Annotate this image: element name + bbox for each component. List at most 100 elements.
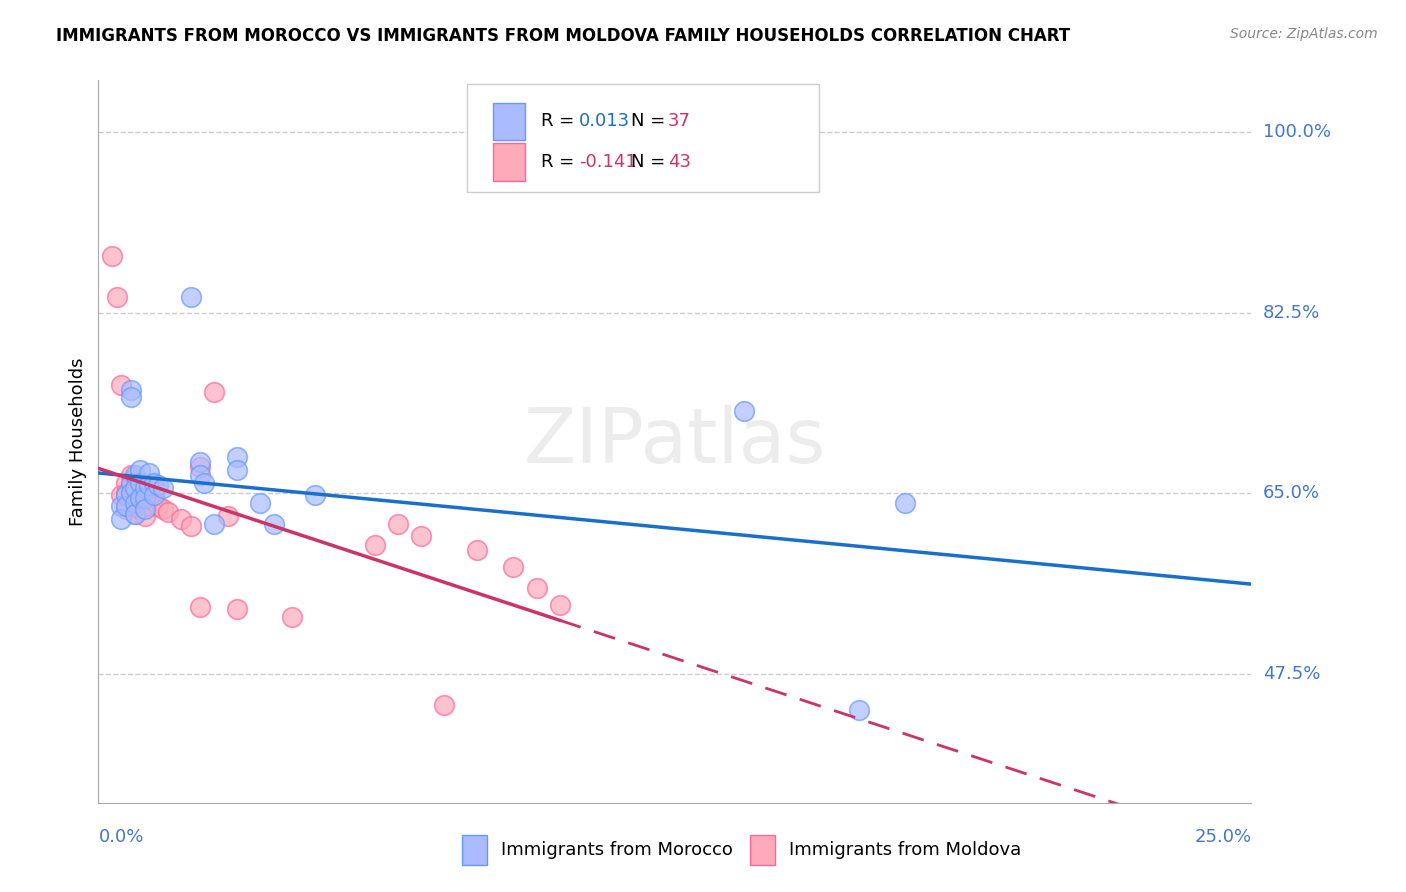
Text: 0.013: 0.013: [579, 112, 630, 130]
Point: [124, 507, 146, 521]
Point: [411, 529, 433, 543]
FancyBboxPatch shape: [749, 835, 775, 865]
Point: [129, 491, 152, 506]
Point: [101, 249, 124, 263]
Point: [115, 475, 138, 490]
Point: [188, 460, 211, 475]
Point: [120, 478, 142, 492]
Point: [138, 488, 160, 502]
Point: [124, 507, 146, 521]
Point: [170, 512, 193, 526]
Point: [124, 494, 146, 508]
Point: [129, 501, 152, 516]
Text: Source: ZipAtlas.com: Source: ZipAtlas.com: [1230, 27, 1378, 41]
Point: [465, 542, 488, 557]
Point: [115, 501, 138, 516]
Point: [188, 467, 211, 482]
Point: [115, 499, 138, 513]
Point: [249, 496, 271, 510]
Point: [188, 455, 211, 469]
Point: [110, 377, 132, 392]
Point: [387, 517, 409, 532]
Point: [120, 390, 142, 404]
Point: [134, 508, 156, 523]
Text: 25.0%: 25.0%: [1194, 828, 1251, 846]
FancyBboxPatch shape: [461, 835, 486, 865]
Point: [129, 491, 152, 506]
Point: [148, 499, 170, 513]
Point: [304, 488, 326, 502]
Point: [120, 467, 142, 482]
Text: ZIPatlas: ZIPatlas: [523, 405, 827, 478]
Point: [138, 478, 160, 492]
Point: [848, 703, 870, 717]
Y-axis label: Family Households: Family Households: [69, 358, 87, 525]
Point: [105, 290, 128, 304]
Point: [142, 488, 165, 502]
Point: [124, 467, 146, 482]
Text: Immigrants from Morocco: Immigrants from Morocco: [501, 841, 733, 859]
Text: Immigrants from Moldova: Immigrants from Moldova: [789, 841, 1021, 859]
Text: 100.0%: 100.0%: [1263, 123, 1331, 141]
Point: [115, 486, 138, 500]
Point: [142, 475, 165, 490]
Text: -0.141: -0.141: [579, 153, 637, 171]
Point: [263, 517, 285, 532]
Text: R =: R =: [541, 153, 581, 171]
Point: [124, 496, 146, 510]
Point: [124, 481, 146, 495]
Point: [188, 599, 211, 614]
Point: [433, 698, 456, 712]
Text: IMMIGRANTS FROM MOROCCO VS IMMIGRANTS FROM MOLDOVA FAMILY HOUSEHOLDS CORRELATION: IMMIGRANTS FROM MOROCCO VS IMMIGRANTS FR…: [56, 27, 1070, 45]
Point: [502, 560, 524, 574]
Point: [134, 501, 156, 516]
Point: [148, 478, 170, 492]
Point: [120, 486, 142, 500]
Point: [120, 499, 142, 513]
Point: [202, 517, 225, 532]
Point: [120, 488, 142, 502]
Point: [134, 486, 156, 500]
Point: [733, 403, 755, 417]
Text: 37: 37: [668, 112, 690, 130]
Text: N =: N =: [631, 112, 671, 130]
Point: [129, 475, 152, 490]
Point: [138, 499, 160, 513]
Point: [120, 383, 142, 397]
Point: [142, 494, 165, 508]
Point: [129, 463, 152, 477]
Point: [202, 384, 225, 399]
Point: [152, 481, 174, 495]
Point: [217, 508, 239, 523]
Point: [110, 499, 132, 513]
Point: [152, 501, 174, 516]
Point: [281, 610, 304, 624]
Point: [134, 481, 156, 495]
Point: [124, 481, 146, 495]
Point: [156, 505, 179, 519]
Point: [138, 466, 160, 480]
Point: [115, 488, 138, 502]
Point: [110, 512, 132, 526]
Text: R =: R =: [541, 112, 581, 130]
Point: [225, 601, 247, 615]
Point: [180, 519, 202, 533]
Text: 65.0%: 65.0%: [1263, 484, 1320, 502]
Point: [134, 491, 156, 506]
FancyBboxPatch shape: [467, 84, 820, 193]
Text: 0.0%: 0.0%: [98, 828, 143, 846]
Point: [225, 463, 247, 477]
Point: [548, 598, 571, 612]
Text: 43: 43: [668, 153, 690, 171]
Text: N =: N =: [631, 153, 671, 171]
Text: 82.5%: 82.5%: [1263, 303, 1320, 321]
Point: [110, 488, 132, 502]
Point: [129, 481, 152, 495]
FancyBboxPatch shape: [492, 103, 524, 140]
FancyBboxPatch shape: [492, 143, 524, 181]
Point: [124, 471, 146, 485]
Point: [526, 581, 548, 595]
Point: [120, 475, 142, 490]
Text: 47.5%: 47.5%: [1263, 665, 1320, 682]
Point: [894, 496, 917, 510]
